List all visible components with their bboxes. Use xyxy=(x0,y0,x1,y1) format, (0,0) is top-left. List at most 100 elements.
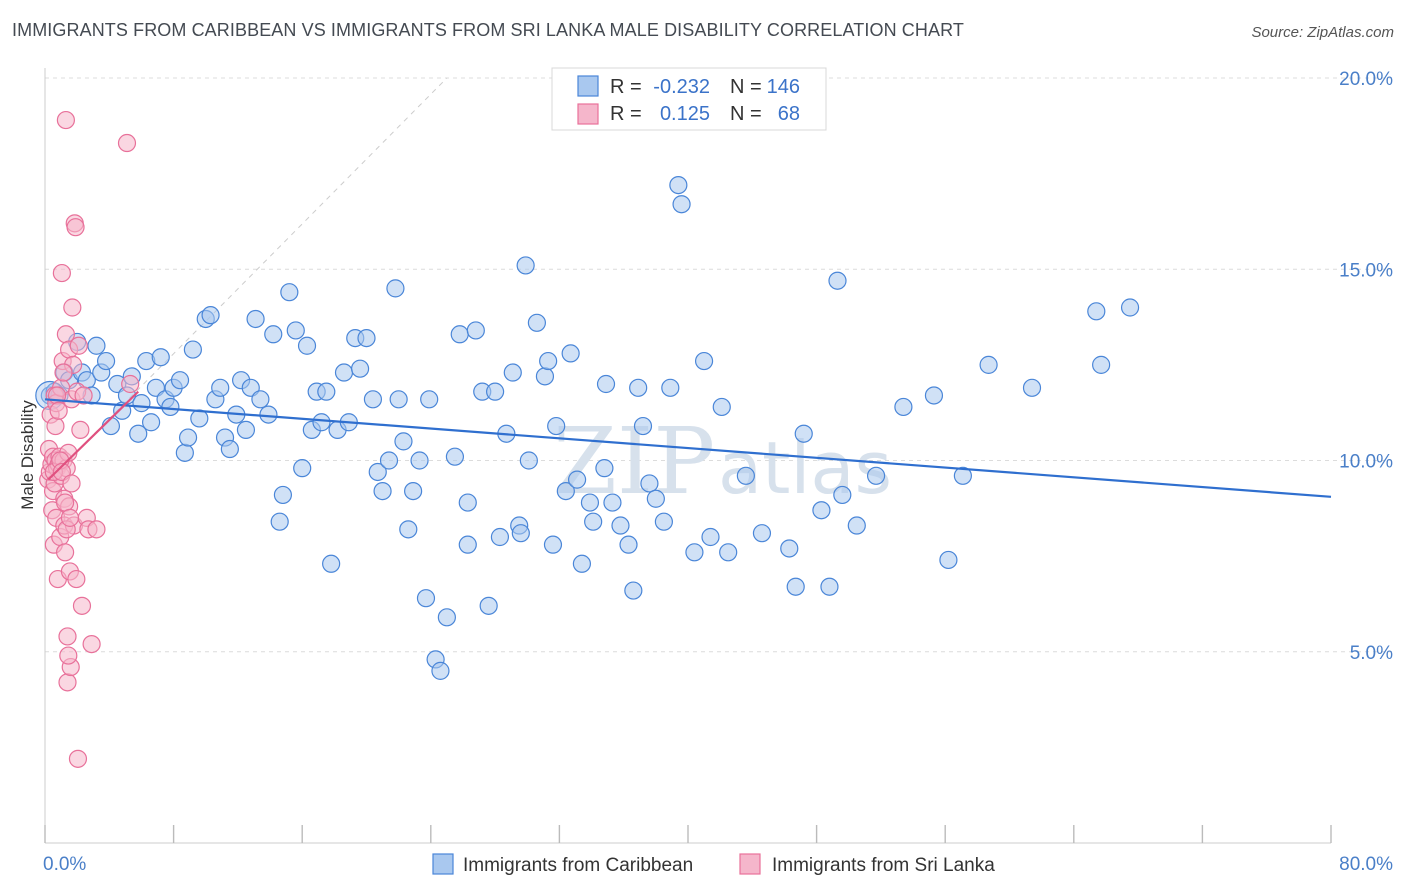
point-caribbean xyxy=(151,348,170,367)
bottom-legend-swatch-caribbean xyxy=(432,853,454,875)
point-caribbean xyxy=(399,520,418,539)
y-tick-label: 15.0% xyxy=(1339,260,1393,281)
series-srilanka-points xyxy=(39,110,140,768)
point-caribbean xyxy=(170,371,190,390)
point-caribbean xyxy=(211,378,230,397)
x-tick-label-min: 0.0% xyxy=(43,854,86,875)
point-caribbean xyxy=(503,363,522,382)
point-caribbean xyxy=(246,309,265,329)
point-caribbean xyxy=(543,535,563,554)
point-caribbean xyxy=(535,367,555,386)
trend-line-srilanka xyxy=(47,390,140,481)
point-caribbean xyxy=(646,489,665,508)
point-caribbean xyxy=(458,535,477,554)
point-caribbean xyxy=(201,306,220,325)
bottom-legend-srilanka: Immigrants from Sri Lanka xyxy=(772,855,995,876)
point-caribbean xyxy=(866,466,886,485)
point-caribbean xyxy=(1022,378,1042,397)
legend-n-value-1: 146 xyxy=(767,76,800,98)
point-srilanka xyxy=(62,474,81,493)
point-caribbean xyxy=(96,351,116,371)
point-caribbean xyxy=(780,539,799,558)
point-caribbean xyxy=(640,474,659,493)
y-tick-label: 10.0% xyxy=(1339,452,1393,473)
point-caribbean xyxy=(368,462,387,482)
point-caribbean xyxy=(603,493,622,512)
legend-r-label-1: R = xyxy=(610,76,642,98)
point-caribbean xyxy=(334,363,354,382)
point-caribbean xyxy=(847,516,866,535)
point-caribbean xyxy=(712,397,731,417)
point-caribbean xyxy=(410,451,429,470)
point-caribbean xyxy=(661,378,680,397)
point-caribbean xyxy=(220,439,239,459)
point-caribbean xyxy=(236,420,256,439)
legend-r-label-2: R = xyxy=(610,103,642,125)
point-caribbean xyxy=(175,443,194,462)
legend-n-value-2: 68 xyxy=(778,103,800,125)
point-caribbean xyxy=(420,390,439,409)
source-credit: Source: ZipAtlas.com xyxy=(1251,24,1394,41)
point-caribbean xyxy=(264,325,283,344)
point-caribbean xyxy=(389,390,408,409)
point-caribbean xyxy=(404,482,423,501)
point-caribbean xyxy=(431,661,450,680)
point-caribbean xyxy=(820,577,839,596)
point-caribbean xyxy=(132,394,151,413)
point-caribbean xyxy=(736,466,755,485)
point-caribbean xyxy=(357,329,376,348)
point-srilanka xyxy=(59,646,78,665)
point-caribbean xyxy=(312,413,331,432)
trend-line-caribbean xyxy=(44,398,1332,498)
point-srilanka xyxy=(46,416,65,436)
point-caribbean xyxy=(322,554,341,573)
point-srilanka xyxy=(87,520,106,539)
point-caribbean xyxy=(539,351,558,371)
point-srilanka xyxy=(69,336,88,355)
point-caribbean xyxy=(596,374,616,394)
point-caribbean xyxy=(894,397,913,417)
point-srilanka xyxy=(55,493,75,512)
grid-lines xyxy=(44,77,1392,653)
point-caribbean xyxy=(979,355,998,374)
point-caribbean xyxy=(178,428,198,447)
legend-n-label-2: N = xyxy=(730,103,762,125)
point-caribbean xyxy=(595,459,614,478)
point-caribbean xyxy=(445,447,465,466)
point-caribbean xyxy=(611,516,630,535)
point-caribbean xyxy=(567,470,587,489)
legend-r-value-1: -0.232 xyxy=(653,76,710,98)
point-caribbean xyxy=(794,424,813,443)
point-caribbean xyxy=(584,512,603,531)
point-caribbean xyxy=(624,581,643,600)
point-srilanka xyxy=(56,110,75,130)
point-caribbean xyxy=(350,359,370,378)
point-caribbean xyxy=(466,321,485,340)
point-caribbean xyxy=(251,390,270,409)
point-caribbean xyxy=(394,432,413,451)
point-caribbean xyxy=(561,344,580,363)
point-srilanka xyxy=(82,634,101,654)
point-caribbean xyxy=(547,416,566,436)
point-caribbean xyxy=(527,313,546,332)
point-caribbean xyxy=(1087,302,1106,321)
point-caribbean xyxy=(141,413,161,432)
point-srilanka xyxy=(54,363,73,382)
point-caribbean xyxy=(672,195,691,214)
point-caribbean xyxy=(580,493,600,512)
point-caribbean xyxy=(286,321,305,340)
point-caribbean xyxy=(317,382,336,401)
point-srilanka xyxy=(60,508,80,527)
point-caribbean xyxy=(490,527,510,547)
point-caribbean xyxy=(183,340,202,359)
point-caribbean xyxy=(363,390,383,409)
chart-title: IMMIGRANTS FROM CARIBBEAN VS IMMIGRANTS … xyxy=(12,20,964,40)
point-caribbean xyxy=(416,589,436,608)
point-caribbean xyxy=(87,336,106,355)
bottom-legend-swatch-srilanka xyxy=(739,853,761,875)
legend-swatch-srilanka xyxy=(577,103,599,125)
point-caribbean xyxy=(572,554,592,573)
legend-n-label-1: N = xyxy=(730,76,762,98)
point-caribbean xyxy=(379,451,399,470)
